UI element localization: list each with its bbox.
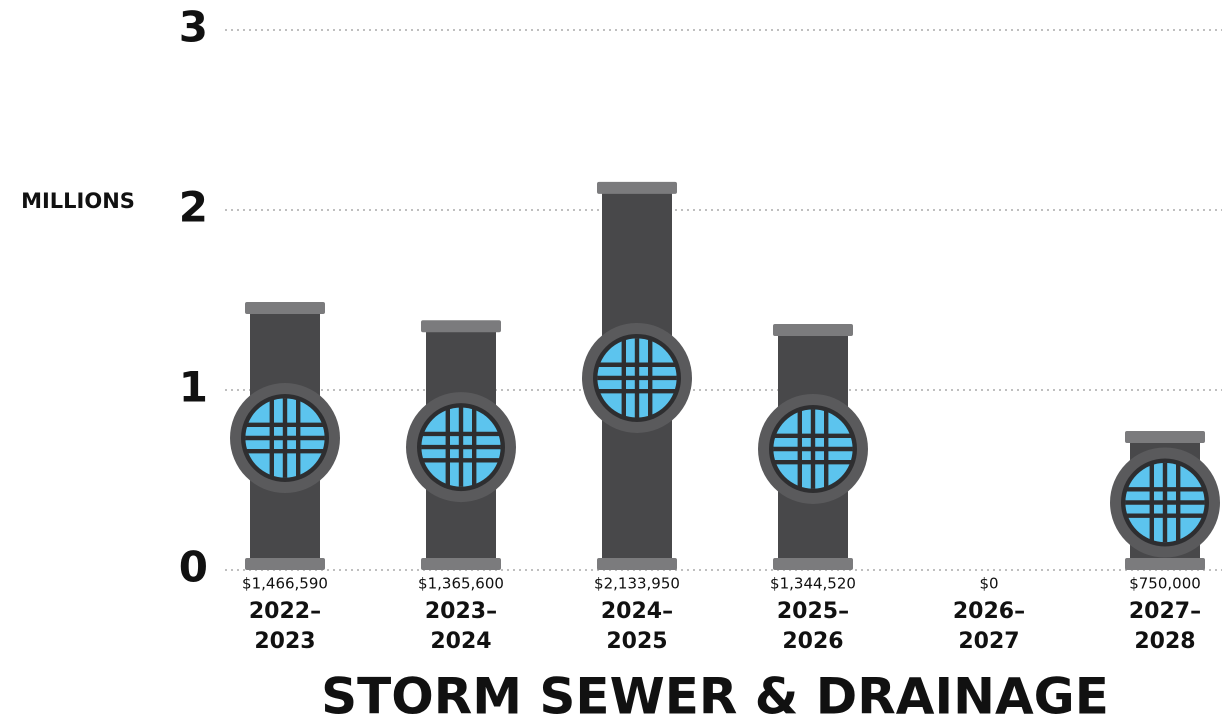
chart-title: STORM SEWER & DRAINAGE [321, 668, 1109, 726]
y-tick-label: 3 [179, 3, 208, 52]
pipe-cap [597, 181, 677, 194]
pipe-cap [1125, 558, 1205, 570]
pipe-cap [245, 302, 325, 315]
pipe [582, 181, 692, 571]
pipe-cap [421, 558, 501, 570]
x-tick-label: 2025–2026 [776, 599, 850, 654]
value-label: $750,000 [1129, 575, 1201, 593]
pipe-cap [421, 320, 501, 333]
pipe-cap [773, 323, 853, 336]
pipe-cap [597, 558, 677, 570]
x-tick-label: 2027–2028 [1128, 599, 1202, 654]
value-label: $1,344,520 [770, 575, 856, 593]
value-label: $2,133,950 [594, 575, 680, 593]
pipe [230, 302, 340, 570]
pipe [1110, 431, 1220, 570]
x-tick-label: 2023–2024 [424, 599, 498, 654]
pipe-cap [773, 558, 853, 570]
pipe [758, 323, 868, 570]
pipe-cap [245, 558, 325, 570]
value-label: $1,466,590 [242, 575, 328, 593]
pipe-cap [1125, 431, 1205, 443]
x-tick-label: 2026–2027 [952, 599, 1026, 654]
y-tick-label: 1 [179, 363, 208, 412]
y-tick-label: 0 [179, 543, 208, 592]
value-label: $1,365,600 [418, 575, 504, 593]
x-tick-label: 2024–2025 [600, 599, 674, 654]
x-tick-label: 2022–2023 [248, 599, 322, 654]
pipe [406, 320, 516, 570]
value-label: $0 [979, 575, 998, 593]
y-axis-label: MILLIONS [21, 189, 135, 213]
y-tick-label: 2 [179, 183, 208, 232]
